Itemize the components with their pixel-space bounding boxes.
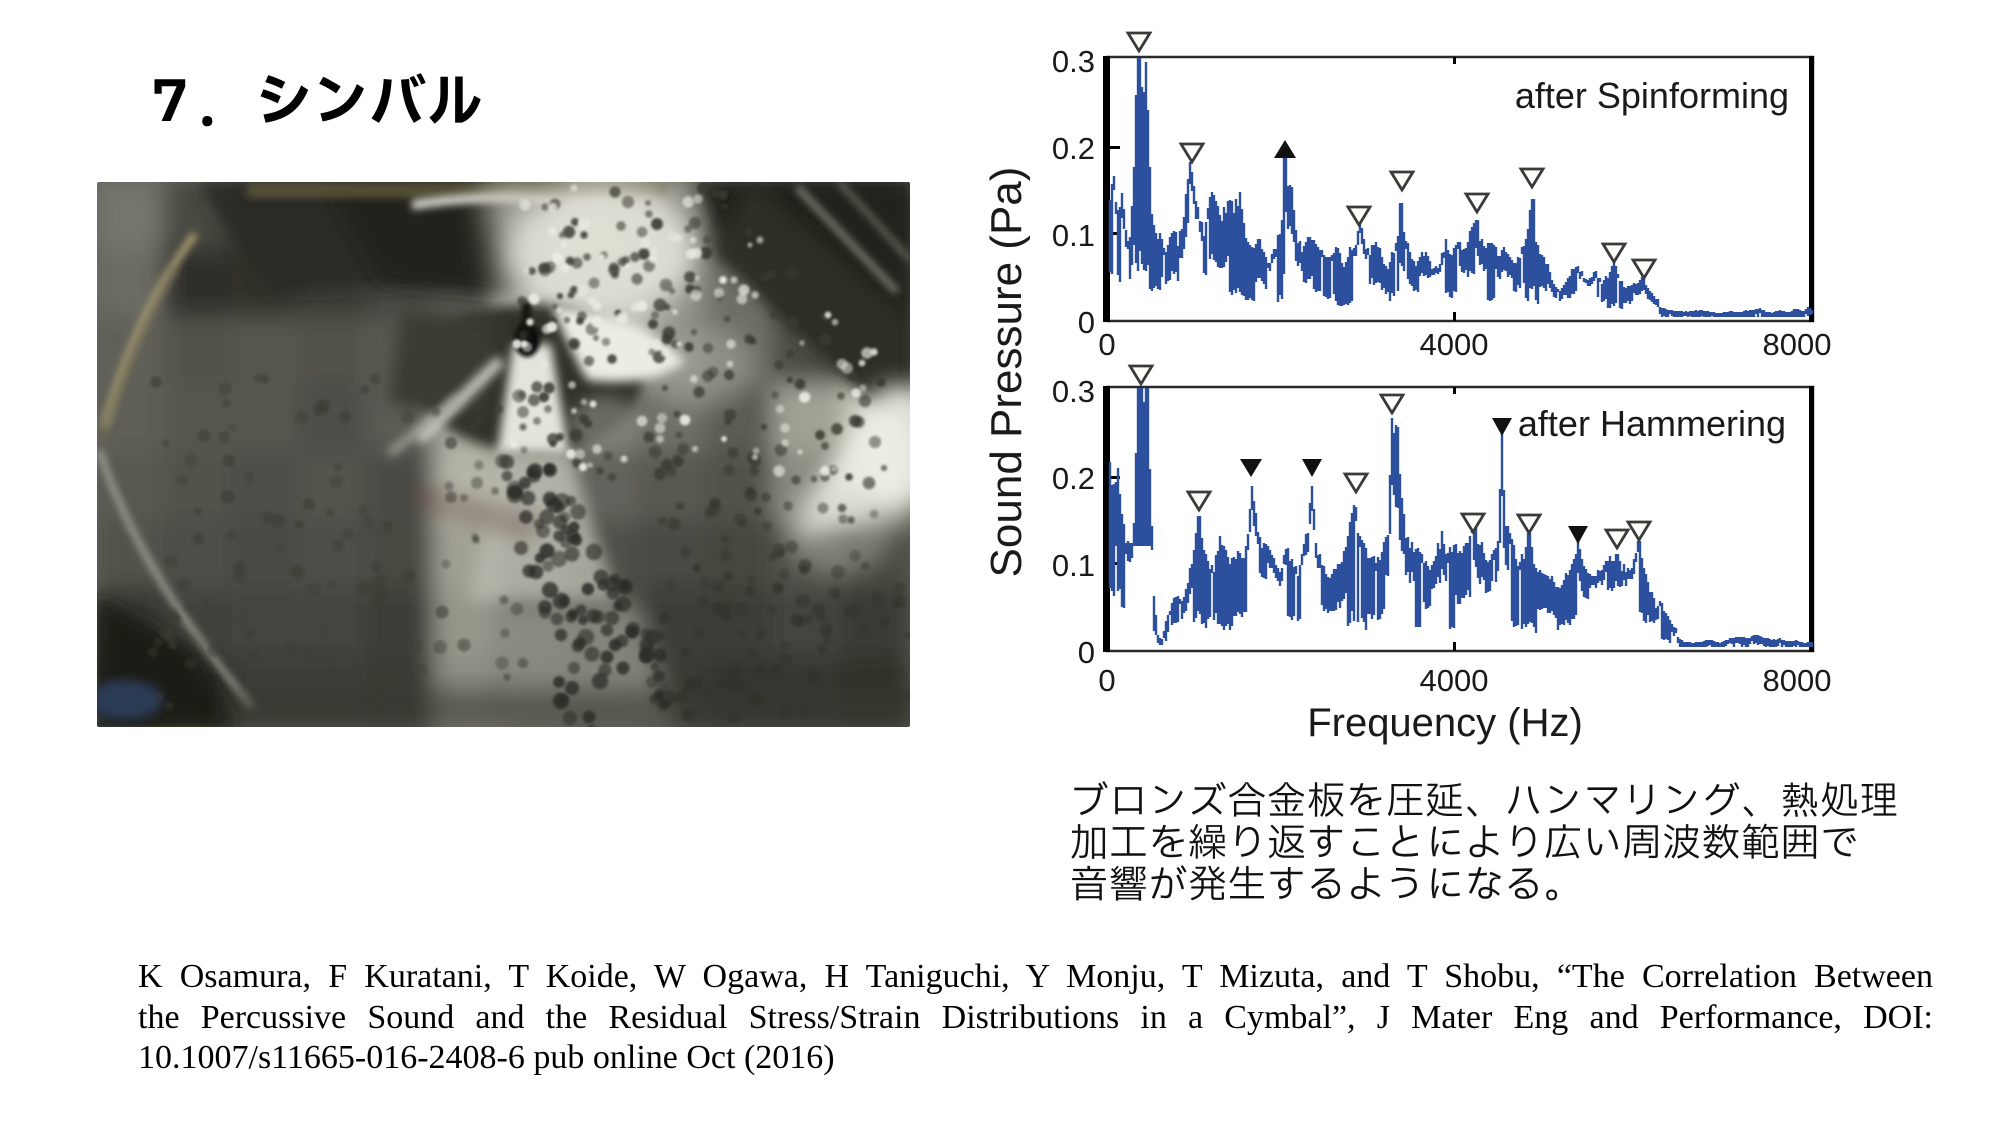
svg-text:0.1: 0.1 (1052, 548, 1095, 583)
svg-text:0.1: 0.1 (1052, 218, 1095, 253)
svg-text:4000: 4000 (1420, 663, 1489, 698)
svg-text:8000: 8000 (1763, 663, 1832, 698)
svg-text:0.2: 0.2 (1052, 131, 1095, 166)
svg-text:0.3: 0.3 (1052, 374, 1095, 409)
svg-text:0: 0 (1098, 327, 1115, 362)
svg-text:Frequency (Hz): Frequency (Hz) (1307, 701, 1583, 745)
svg-text:4000: 4000 (1420, 327, 1489, 362)
svg-text:Sound Pressure (Pa): Sound Pressure (Pa) (982, 167, 1031, 578)
svg-text:8000: 8000 (1763, 327, 1832, 362)
svg-text:0.3: 0.3 (1052, 44, 1095, 79)
svg-text:after Spinforming: after Spinforming (1515, 75, 1789, 116)
svg-text:0: 0 (1078, 305, 1095, 340)
svg-text:after Hammering: after Hammering (1518, 403, 1786, 444)
svg-text:0: 0 (1078, 635, 1095, 670)
svg-text:0.2: 0.2 (1052, 461, 1095, 496)
svg-text:0: 0 (1098, 663, 1115, 698)
